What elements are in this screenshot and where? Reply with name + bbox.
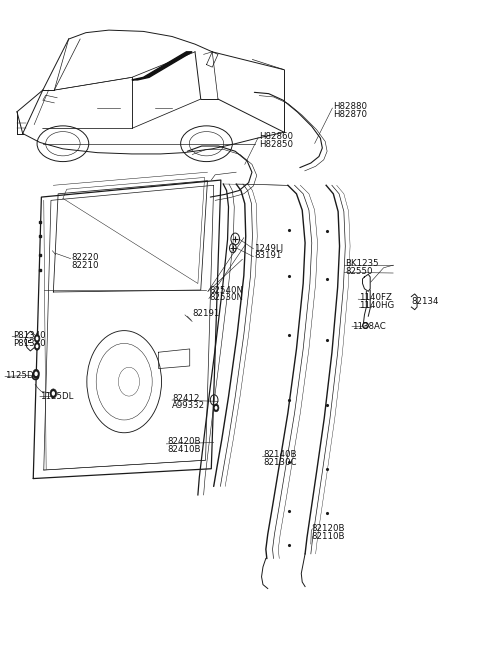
Text: H82850: H82850 xyxy=(259,140,293,148)
Text: 82210: 82210 xyxy=(72,260,99,270)
Text: 1140HG: 1140HG xyxy=(359,301,394,310)
Text: 82140B: 82140B xyxy=(263,450,297,459)
Text: 1125DL: 1125DL xyxy=(40,392,73,401)
Text: 82412: 82412 xyxy=(172,394,200,403)
Text: 1249LJ: 1249LJ xyxy=(254,243,284,253)
Text: 82540N: 82540N xyxy=(209,285,243,295)
Circle shape xyxy=(36,337,38,340)
Text: H82860: H82860 xyxy=(259,132,293,140)
Text: 82410B: 82410B xyxy=(167,445,201,453)
Circle shape xyxy=(213,404,219,412)
Circle shape xyxy=(215,406,217,410)
Text: H82870: H82870 xyxy=(333,110,367,119)
Circle shape xyxy=(33,369,39,379)
Text: 82134: 82134 xyxy=(411,297,439,306)
Text: 1125DB: 1125DB xyxy=(5,371,40,380)
Text: 82530N: 82530N xyxy=(209,293,243,302)
Circle shape xyxy=(50,389,57,398)
Text: P81340: P81340 xyxy=(12,331,45,340)
Text: 83191: 83191 xyxy=(254,251,282,260)
Text: 82120B: 82120B xyxy=(312,524,345,533)
Circle shape xyxy=(34,335,40,342)
Text: H82880: H82880 xyxy=(333,102,367,112)
Circle shape xyxy=(52,391,55,396)
Text: 1140FZ: 1140FZ xyxy=(359,293,392,302)
Circle shape xyxy=(35,371,38,376)
Text: 82191: 82191 xyxy=(192,309,219,318)
Text: 82130C: 82130C xyxy=(263,458,297,466)
Circle shape xyxy=(34,342,40,350)
Text: BK1235: BK1235 xyxy=(345,259,379,268)
Text: 1138AC: 1138AC xyxy=(352,322,386,331)
Text: A99332: A99332 xyxy=(172,401,205,411)
Circle shape xyxy=(36,344,38,348)
Text: 82550: 82550 xyxy=(345,267,373,276)
Text: P81330: P81330 xyxy=(12,339,45,348)
Text: 82420B: 82420B xyxy=(167,437,201,445)
Text: 82220: 82220 xyxy=(72,253,99,262)
Text: 82110B: 82110B xyxy=(312,532,345,541)
Polygon shape xyxy=(132,52,192,80)
